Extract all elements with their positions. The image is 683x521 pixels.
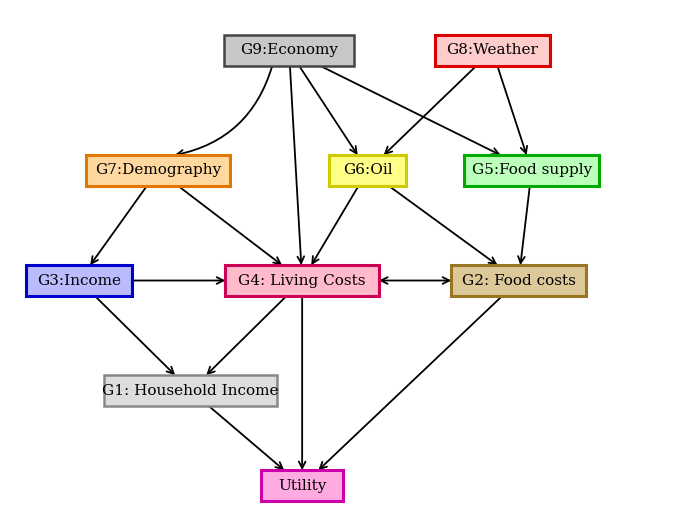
Text: Utility: Utility: [278, 479, 326, 492]
Text: G8:Weather: G8:Weather: [447, 43, 538, 57]
Text: G3:Income: G3:Income: [38, 274, 121, 288]
FancyBboxPatch shape: [86, 155, 230, 186]
FancyBboxPatch shape: [224, 35, 354, 66]
Text: G9:Economy: G9:Economy: [240, 43, 338, 57]
FancyBboxPatch shape: [104, 375, 277, 406]
FancyBboxPatch shape: [262, 470, 343, 501]
Text: G1: Household Income: G1: Household Income: [102, 383, 279, 398]
FancyBboxPatch shape: [225, 265, 379, 296]
Text: G2: Food costs: G2: Food costs: [462, 274, 576, 288]
FancyBboxPatch shape: [434, 35, 550, 66]
Text: G6:Oil: G6:Oil: [343, 164, 393, 178]
Text: G5:Food supply: G5:Food supply: [471, 164, 591, 178]
FancyBboxPatch shape: [329, 155, 406, 186]
Text: G7:Demography: G7:Demography: [95, 164, 221, 178]
Text: G4: Living Costs: G4: Living Costs: [238, 274, 366, 288]
FancyBboxPatch shape: [27, 265, 132, 296]
FancyBboxPatch shape: [464, 155, 599, 186]
FancyBboxPatch shape: [451, 265, 586, 296]
